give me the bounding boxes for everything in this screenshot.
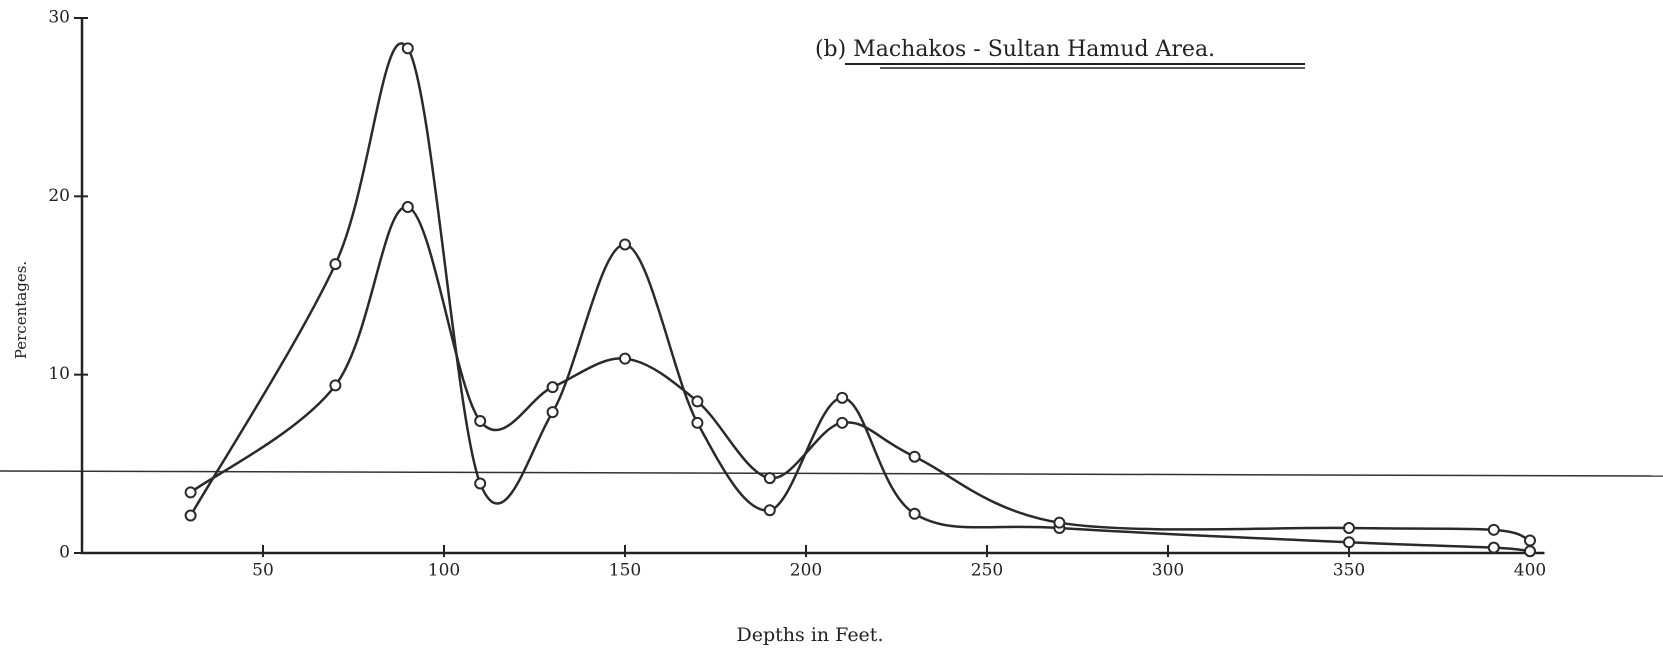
y-tick-label: 30 xyxy=(48,8,70,28)
data-point xyxy=(401,42,414,55)
data-point xyxy=(1487,523,1500,536)
data-line xyxy=(189,205,1531,542)
data-point xyxy=(546,381,559,394)
y-tick-label: 0 xyxy=(59,543,70,563)
data-point xyxy=(1343,536,1355,549)
data-point xyxy=(763,472,776,485)
x-tick-label: 200 xyxy=(790,561,822,581)
data-point xyxy=(329,258,342,271)
data-point xyxy=(908,507,921,520)
x-axis-label: Depths in Feet. xyxy=(737,624,884,646)
data-point xyxy=(619,352,631,365)
data-point xyxy=(691,416,704,429)
data-point xyxy=(474,415,487,428)
x-tick-label: 400 xyxy=(1514,561,1546,581)
reference-line xyxy=(0,470,1663,477)
x-tick-label: 150 xyxy=(609,561,641,581)
x-tick-label: 350 xyxy=(1333,561,1365,581)
data-point xyxy=(401,201,414,214)
data-point xyxy=(1524,534,1536,547)
data-point xyxy=(1487,541,1500,554)
data-point xyxy=(184,486,197,499)
data-point xyxy=(1524,545,1536,558)
data-point xyxy=(546,406,559,419)
data-point xyxy=(474,477,487,490)
x-tick-label: 300 xyxy=(1152,561,1184,581)
data-point xyxy=(763,504,776,517)
y-tick-label: 10 xyxy=(48,364,70,384)
data-point xyxy=(691,395,704,408)
y-axis-label: Percentages. xyxy=(12,261,30,359)
data-point xyxy=(836,416,849,429)
data-point xyxy=(836,391,849,404)
data-point xyxy=(329,379,342,392)
data-point xyxy=(1343,522,1355,535)
data-point xyxy=(908,450,921,463)
y-tick-label: 20 xyxy=(48,186,70,206)
x-tick-label: 250 xyxy=(971,561,1003,581)
data-point xyxy=(1053,516,1066,529)
x-tick-label: 100 xyxy=(428,561,460,581)
data-point xyxy=(619,238,631,251)
x-tick-label: 50 xyxy=(252,561,274,581)
chart-title: (b) Machakos - Sultan Hamud Area. xyxy=(815,37,1215,62)
data-line xyxy=(189,42,1531,553)
data-point xyxy=(184,509,197,522)
